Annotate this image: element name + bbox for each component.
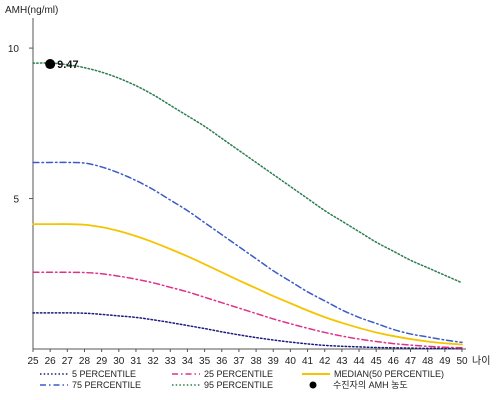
x-tick-label: 42 <box>319 356 331 367</box>
x-tick-label: 28 <box>79 356 91 367</box>
x-tick-label: 29 <box>96 356 108 367</box>
x-tick-label: 44 <box>353 356 365 367</box>
series-layer <box>32 62 463 350</box>
series-line-5-percentile <box>32 312 463 350</box>
legend-label-5-percentile: 5 PERCENTILE <box>72 369 136 379</box>
x-tick-label: 27 <box>62 356 74 367</box>
x-tick-label: 41 <box>302 356 314 367</box>
y-tick-label: 5 <box>13 195 19 206</box>
x-tick-label: 45 <box>371 356 383 367</box>
legend-label-median-50-percentile: MEDIAN(50 PERCENTILE) <box>334 369 444 379</box>
series-line-75-percentile <box>32 161 463 344</box>
x-tick-label: 34 <box>182 356 194 367</box>
x-tick-label: 36 <box>216 356 228 367</box>
series-line-25-percentile <box>32 271 463 349</box>
legend-label-75-percentile: 75 PERCENTILE <box>72 380 141 390</box>
x-tick-label: 39 <box>268 356 280 367</box>
legend-marker-swatch <box>309 381 317 389</box>
x-tick-label: 35 <box>199 356 211 367</box>
x-tick-label: 40 <box>285 356 297 367</box>
x-tick-label: 38 <box>251 356 263 367</box>
x-tick-label: 30 <box>113 356 125 367</box>
series-line-median-50-percentile <box>32 223 463 346</box>
x-tick-label: 25 <box>27 356 39 367</box>
x-tick-label: 49 <box>439 356 451 367</box>
x-tick-label: 48 <box>422 356 434 367</box>
legend-label-95-percentile: 95 PERCENTILE <box>204 380 273 390</box>
x-tick-label: 46 <box>388 356 400 367</box>
x-ticks: 25 26 27 28 29 30 31 32 33 34 35 36 37 38 39 40 41 42 43 44… <box>27 349 468 367</box>
x-tick-label: 43 <box>336 356 348 367</box>
series-line-95-percentile <box>32 62 463 284</box>
y-tick-label: 10 <box>8 44 20 55</box>
x-axis-title: 나이 <box>472 355 490 367</box>
x-tick-label: 37 <box>233 356 245 367</box>
legend-label-patient-amh: 수진자의 AMH 농도 <box>333 380 408 390</box>
legend-label-25-percentile: 25 PERCENTILE <box>204 369 273 379</box>
x-tick-label: 50 <box>456 356 468 367</box>
x-tick-label: 26 <box>45 356 57 367</box>
legend: 5 PERCENTILE 25 PERCENTILE MEDIAN(50 PERCE… <box>40 369 444 390</box>
x-tick-label: 32 <box>148 356 160 367</box>
patient-amh-marker <box>45 59 56 70</box>
x-tick-label: 31 <box>130 356 142 367</box>
y-axis-title: AMH(ng/ml) <box>5 5 58 16</box>
marker-layer: 9.47 <box>45 59 79 71</box>
x-tick-label: 33 <box>165 356 177 367</box>
x-tick-label: 47 <box>405 356 417 367</box>
y-ticks: 5 10 <box>8 44 33 206</box>
patient-amh-value-label: 9.47 <box>57 59 78 71</box>
